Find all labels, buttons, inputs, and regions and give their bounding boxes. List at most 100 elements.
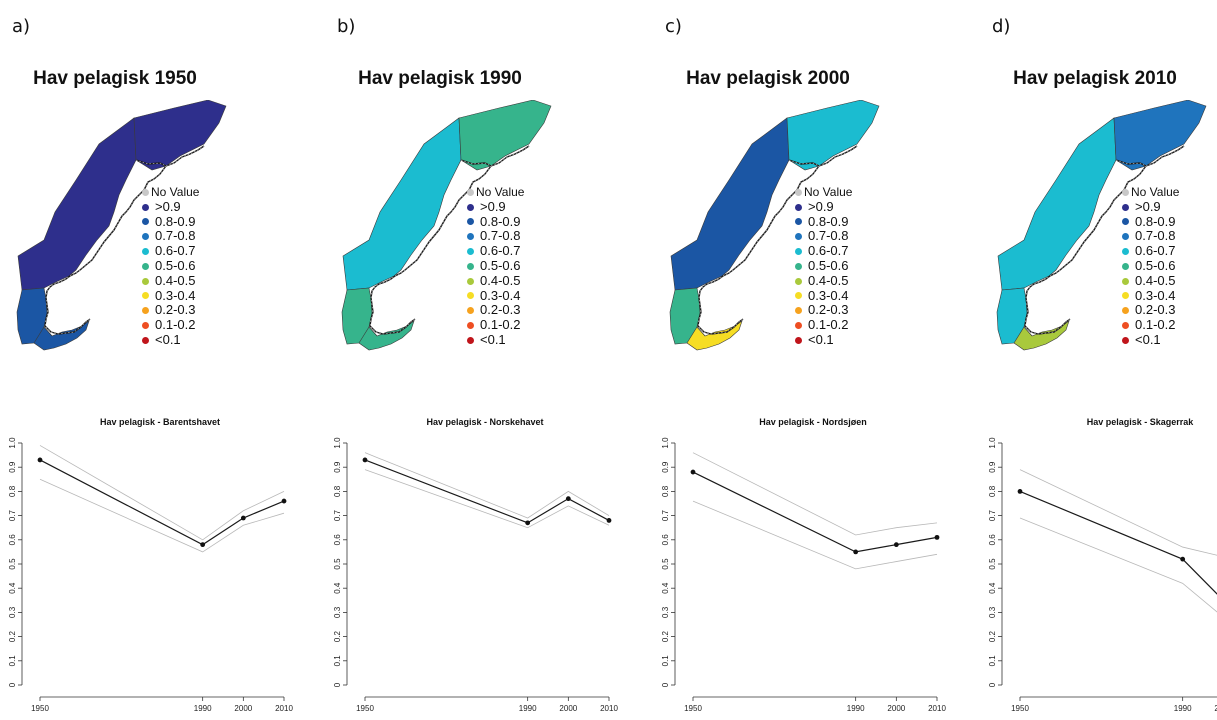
legend-item: No Value — [1122, 185, 1179, 200]
legend-label: 0.5-0.6 — [155, 257, 196, 273]
legend-item: 0.8-0.9 — [142, 213, 199, 230]
data-point — [1017, 489, 1023, 494]
x-tick-label: 2000 — [234, 704, 252, 713]
y-tick-label: 0.6 — [661, 534, 670, 546]
legend-label: 0.7-0.8 — [808, 228, 849, 244]
legend-label: <0.1 — [480, 331, 506, 347]
legend-label: 0.8-0.9 — [155, 213, 196, 229]
legend-item: No Value — [142, 185, 199, 200]
map-legend: No Value >0.9 0.8-0.9 0.7-0.8 0.6-0.7 0.5-0.6… — [795, 185, 852, 348]
legend-swatch — [142, 307, 149, 315]
legend-label: 0.1-0.2 — [1135, 317, 1176, 333]
legend-label: >0.9 — [808, 198, 834, 214]
lower-bound-line — [692, 500, 938, 570]
legend-item: 0.3-0.4 — [795, 287, 852, 304]
legend-label: 0.3-0.4 — [808, 287, 849, 303]
x-tick-label: 2000 — [559, 704, 577, 713]
legend-item: 0.5-0.6 — [142, 257, 199, 274]
legend-label: >0.9 — [480, 198, 506, 214]
legend-swatch — [1122, 188, 1129, 196]
legend-item: 0.1-0.2 — [1122, 317, 1179, 333]
legend-label: No Value — [151, 185, 200, 199]
legend-label: 0.2-0.3 — [808, 302, 849, 318]
map-region-norske — [342, 117, 462, 291]
trend-chart: Hav pelagisk - Nordsjøen 0 0.1 0.2 0.3 0.4 0.5… — [661, 417, 946, 713]
legend-label: 0.5-0.6 — [808, 257, 849, 273]
legend-swatch — [795, 292, 802, 300]
region-map — [996, 100, 1207, 351]
legend-item: 0.4-0.5 — [1122, 272, 1179, 289]
legend-item: 0.3-0.4 — [142, 287, 199, 304]
series-line — [692, 471, 938, 553]
legend-swatch — [1122, 277, 1129, 285]
lower-bound-line — [1019, 517, 1217, 613]
upper-bound-line — [1019, 469, 1217, 556]
data-point — [606, 518, 612, 523]
y-tick-label: 0.3 — [661, 606, 670, 618]
y-tick-label: 0.3 — [988, 606, 997, 618]
map-title: Hav pelagisk 1950 — [33, 68, 197, 89]
legend-swatch — [795, 277, 802, 285]
legend-swatch — [795, 322, 802, 330]
map-region-barents — [786, 100, 880, 171]
legend-label: 0.5-0.6 — [480, 257, 521, 273]
data-point — [690, 469, 696, 475]
x-tick-label: 1990 — [847, 704, 865, 713]
legend-label: 0.3-0.4 — [1135, 287, 1176, 303]
y-tick-label: 0 — [661, 682, 670, 687]
legend-label: 0.8-0.9 — [808, 213, 849, 229]
legend-item: No Value — [467, 185, 524, 200]
legend-label: 0.2-0.3 — [155, 302, 196, 318]
y-tick-label: 0.7 — [333, 509, 342, 521]
y-tick-label: 0.5 — [333, 558, 342, 570]
legend-swatch — [795, 203, 802, 211]
legend-label: >0.9 — [1135, 198, 1161, 214]
legend-swatch — [1122, 248, 1129, 256]
legend-label: 0.7-0.8 — [480, 228, 521, 244]
legend-label: 0.6-0.7 — [480, 243, 521, 259]
legend-label: <0.1 — [808, 331, 834, 347]
panel: a) Hav pelagisk 1950 No Value >0.9 0.8-0.9 0.… — [0, 0, 300, 720]
legend-swatch — [1122, 262, 1129, 270]
y-tick-label: 0.6 — [333, 534, 342, 546]
legend-label: 0.3-0.4 — [480, 287, 521, 303]
data-point — [240, 515, 246, 521]
map-region-norske — [17, 117, 137, 291]
legend-label: 0.7-0.8 — [1135, 228, 1176, 244]
legend-swatch — [1122, 203, 1129, 211]
legend-item: <0.1 — [467, 331, 524, 348]
legend-label: 0.4-0.5 — [1135, 272, 1176, 288]
trend-chart: Hav pelagisk - Skagerrak 0 0.1 0.2 0.3 0.4 0.5… — [988, 417, 1217, 713]
legend-item: No Value — [795, 185, 852, 200]
legend-item: 0.3-0.4 — [467, 287, 524, 304]
legend-swatch — [795, 248, 802, 256]
x-tick-label: 2010 — [928, 704, 946, 713]
data-point — [853, 549, 859, 555]
legend-swatch — [142, 188, 149, 196]
legend-item: 0.8-0.9 — [795, 213, 852, 230]
legend-swatch — [142, 277, 149, 285]
x-tick-label: 1950 — [684, 704, 702, 713]
chart-title: Hav pelagisk - Norskehavet — [426, 417, 543, 427]
y-tick-label: 0.5 — [988, 558, 997, 570]
legend-item: <0.1 — [142, 332, 199, 348]
x-tick-label: 1950 — [1011, 704, 1029, 713]
panel-letter: d) — [992, 16, 1011, 37]
legend-label: <0.1 — [1135, 331, 1161, 347]
y-tick-label: 0.5 — [661, 558, 670, 570]
y-tick-label: 0.4 — [8, 582, 17, 594]
legend-item: 0.2-0.3 — [795, 303, 852, 318]
legend-item: 0.5-0.6 — [795, 257, 852, 274]
legend-item: >0.9 — [795, 198, 852, 215]
legend-swatch — [142, 322, 149, 330]
lower-bound-line — [364, 469, 610, 529]
legend-item: 0.8-0.9 — [1122, 214, 1179, 230]
upper-bound-line — [364, 452, 610, 519]
legend-label: 0.3-0.4 — [155, 287, 196, 303]
legend-item: <0.1 — [795, 331, 852, 348]
map-legend: No Value >0.9 0.8-0.9 0.7-0.8 0.6-0.7 0.5-0.6… — [142, 185, 199, 348]
y-tick-label: 0.3 — [333, 606, 342, 618]
region-map — [669, 100, 880, 351]
chart-title: Hav pelagisk - Nordsjøen — [759, 417, 867, 427]
y-tick-label: 0.8 — [988, 485, 997, 497]
